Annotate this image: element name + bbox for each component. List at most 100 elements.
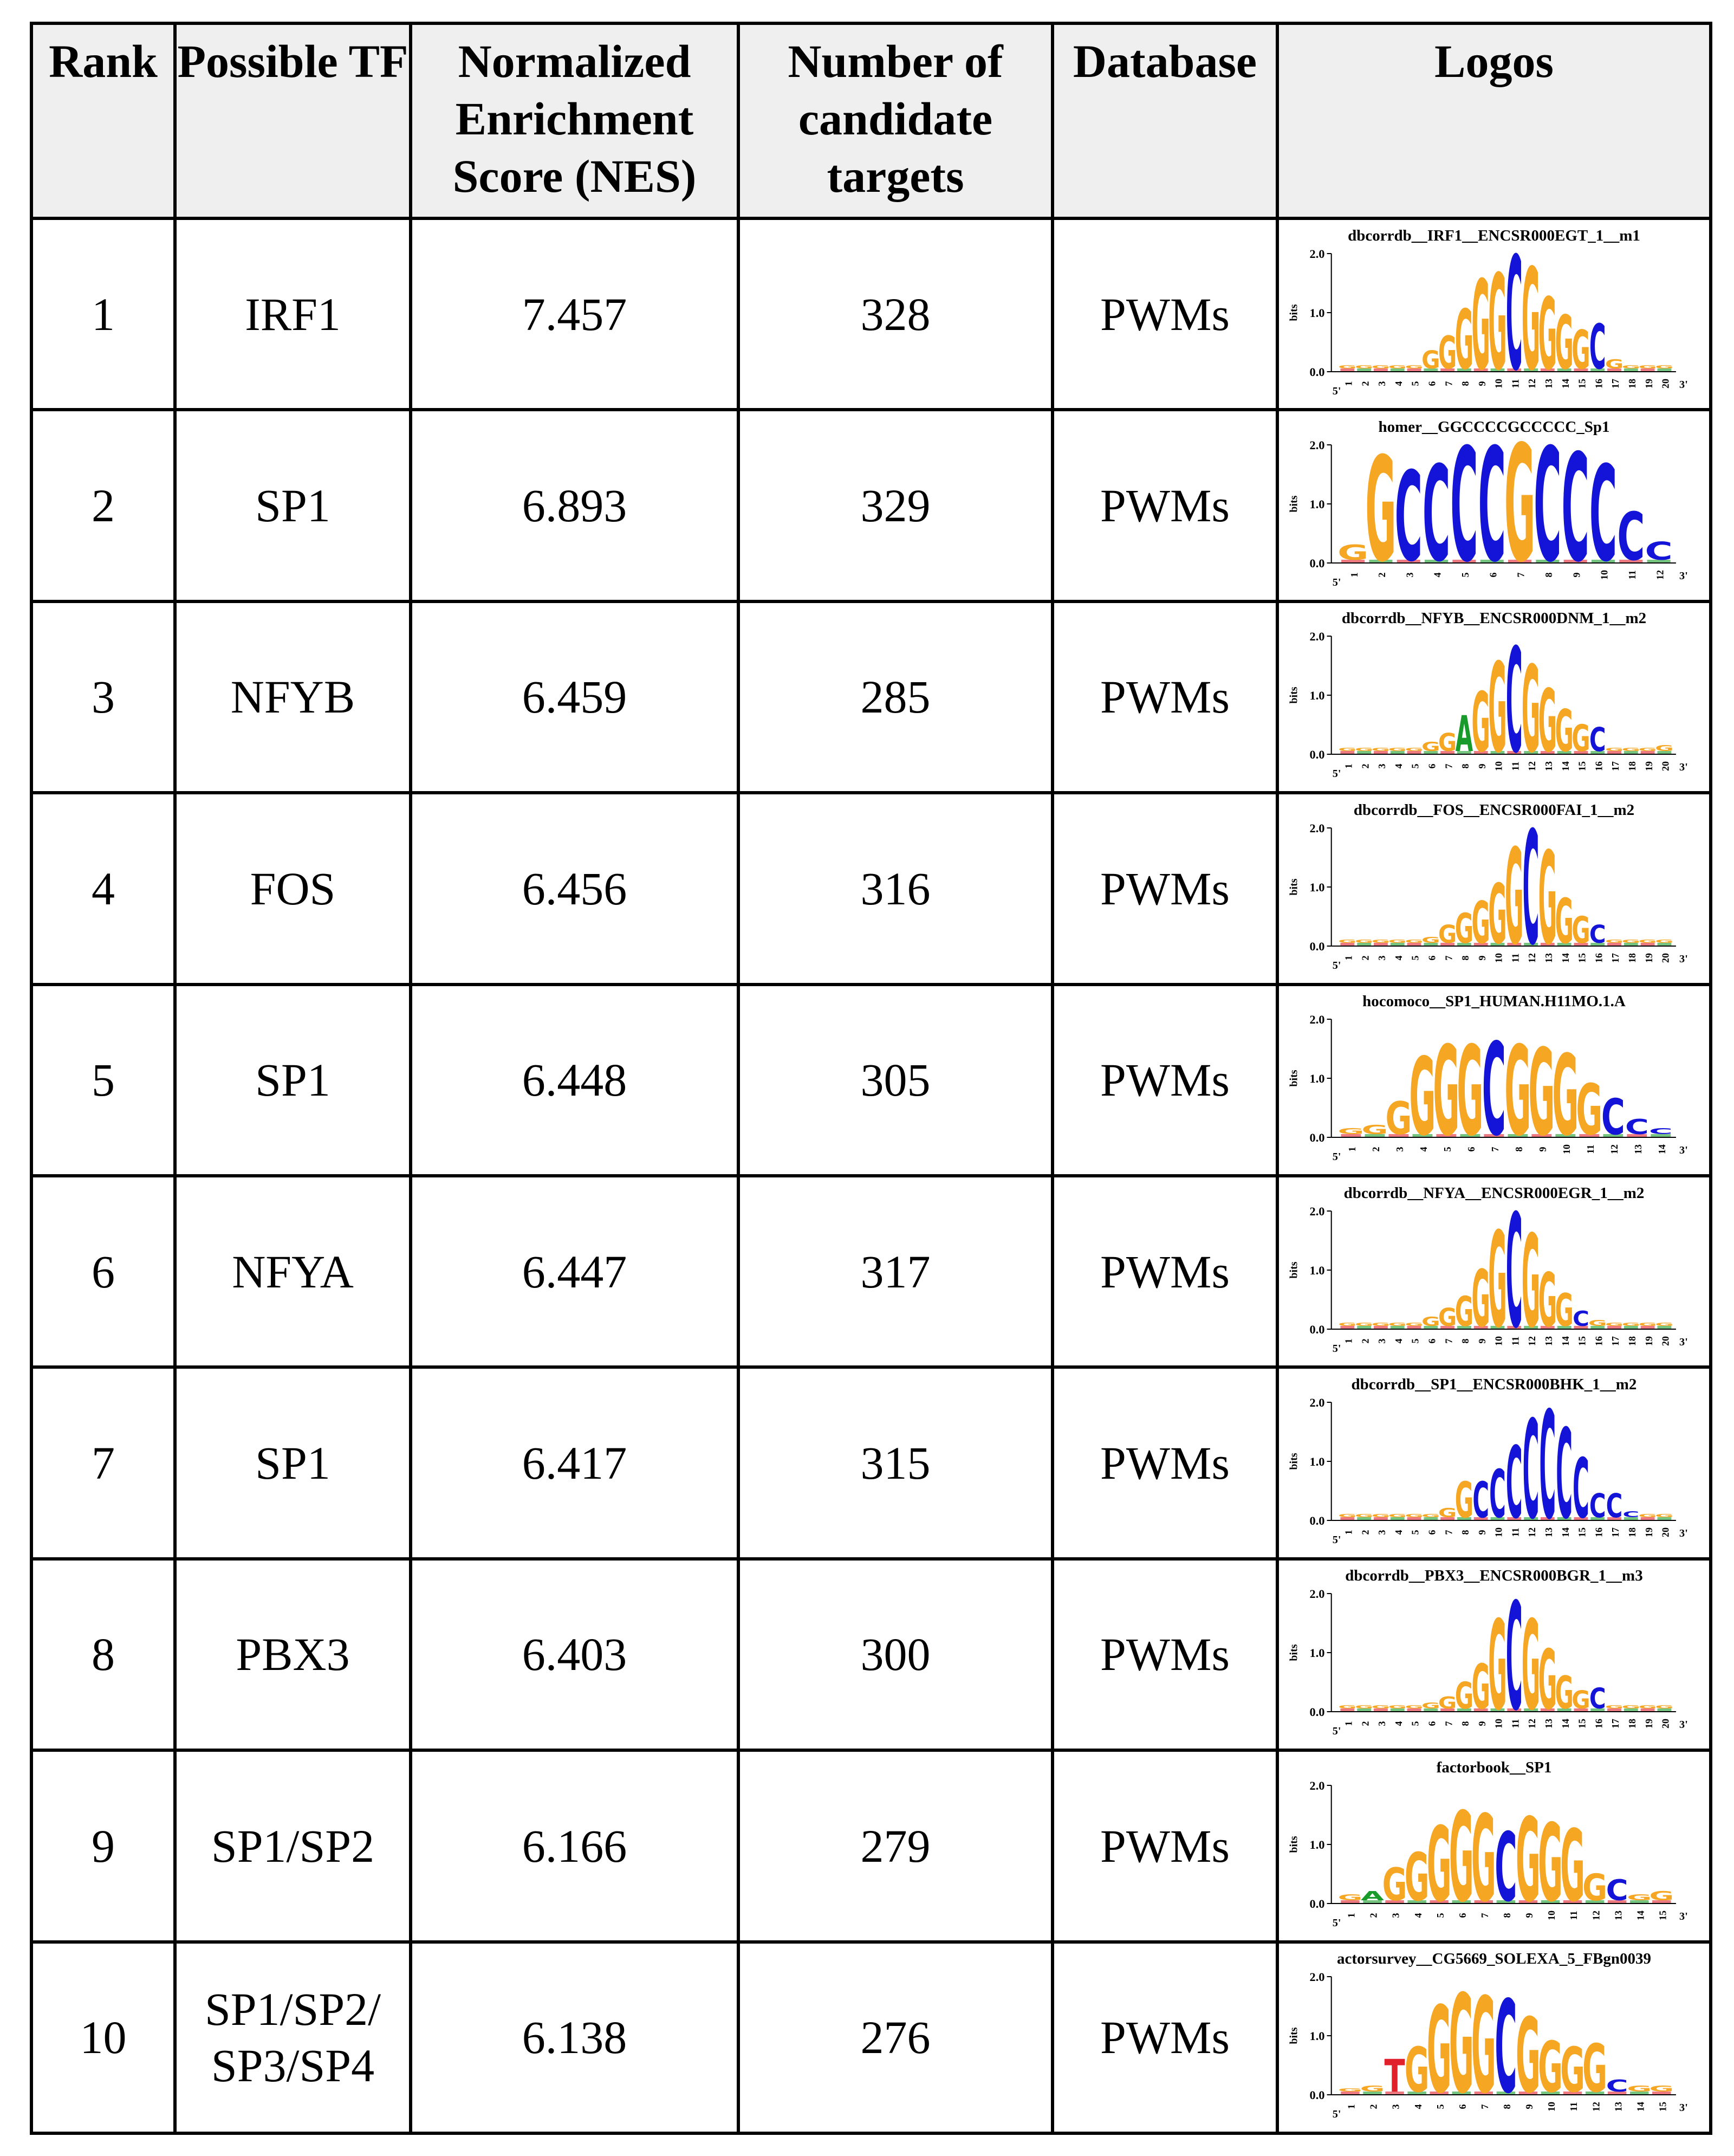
nes-cell: 6.138 — [409, 1940, 740, 2135]
logo-minor-base — [1452, 1900, 1471, 1903]
logo-5prime-label: 5' — [1333, 1917, 1341, 1929]
logo-minor-base — [1640, 1325, 1655, 1329]
logo-position-label: 13 — [1543, 1719, 1554, 1728]
targets-cell: 316 — [737, 791, 1054, 986]
logo-letter-group: G — [1360, 2084, 1385, 2094]
logo-3prime-label: 3' — [1679, 570, 1688, 582]
logo-minor-base — [1357, 751, 1372, 754]
logo-letter-group: G — [1555, 300, 1573, 386]
logo-minor-base — [1390, 1708, 1405, 1712]
logo-letter: G — [1438, 1303, 1457, 1332]
logo-letter-group: G — [1655, 365, 1673, 370]
logo-position-label: 14 — [1560, 953, 1571, 963]
logo-letter: G — [1438, 1693, 1457, 1713]
logo-letter-group: G — [1605, 1705, 1623, 1710]
logo-letter-group: G — [1627, 2084, 1652, 2094]
logo-minor-base — [1590, 1517, 1605, 1520]
logo-letter: G — [1372, 1705, 1390, 1710]
logo-minor-base — [1524, 368, 1538, 371]
logo-minor-base — [1484, 1134, 1504, 1137]
logo-letter-group: G — [1504, 437, 1535, 594]
logo-position-label: 18 — [1627, 1527, 1638, 1537]
logo-position-label: 9 — [1477, 955, 1488, 960]
logo-letter-group: C — [1472, 1471, 1489, 1529]
header-possible-tf: Possible TF — [173, 22, 412, 220]
logo-letter-group: G — [1522, 1208, 1540, 1356]
logo-position-label: 4 — [1393, 1721, 1404, 1726]
logo-minor-base — [1390, 1517, 1405, 1520]
logo-position-label: 11 — [1510, 1528, 1521, 1537]
logo-position-label: 3 — [1376, 764, 1387, 769]
logo-position-label: 20 — [1660, 379, 1671, 389]
logo-letter: G — [1538, 1257, 1557, 1344]
logo-minor-base — [1424, 942, 1438, 946]
logo-letter: G — [1555, 886, 1573, 957]
logo-minor-base — [1524, 1708, 1538, 1712]
logo-letter-group: G — [1622, 939, 1640, 944]
logo-y-tick-label: 2.0 — [1310, 1779, 1325, 1792]
logo-minor-base — [1473, 1325, 1488, 1329]
logo-position-label: 1 — [1343, 955, 1354, 960]
logo-minor-base — [1390, 1325, 1405, 1329]
logo-letter: G — [1627, 2084, 1652, 2094]
logo-minor-base — [1619, 560, 1643, 563]
logo-letter-group: G — [1560, 1809, 1585, 1924]
logo-position-label: 1 — [1343, 1721, 1354, 1726]
logo-position-label: 15 — [1576, 379, 1587, 389]
logo-letter: G — [1471, 890, 1490, 957]
logo-letter: G — [1522, 246, 1540, 402]
logo-position-label: 3 — [1376, 955, 1387, 960]
logo-3prime-label: 3' — [1679, 1911, 1688, 1922]
rank-cell: 2 — [30, 408, 177, 603]
logo-y-label: bits — [1288, 2028, 1300, 2044]
logo-letter-group: G — [1471, 890, 1490, 957]
logo-position-label: 6 — [1426, 381, 1437, 386]
logo-letter: G — [1457, 1021, 1483, 1164]
logo-minor-base — [1363, 2092, 1382, 2095]
logo-letter-group: C — [1539, 1395, 1556, 1552]
logo-letter-group: G — [1538, 2028, 1563, 2108]
logo-letter-group: C — [1617, 500, 1645, 576]
logo-y-tick-label: 2.0 — [1310, 630, 1325, 644]
logo-position-label: 1 — [1347, 1147, 1358, 1152]
logo-minor-base — [1574, 1517, 1588, 1520]
logo-letter-group: G — [1516, 1794, 1541, 1928]
logo-5prime-label: 5' — [1333, 2108, 1341, 2120]
logo-letter: G — [1555, 698, 1573, 766]
header-rank: Rank — [30, 22, 177, 220]
logo-minor-base — [1340, 1517, 1355, 1520]
logo-minor-base — [1507, 368, 1522, 371]
logo-5prime-label: 5' — [1333, 1151, 1341, 1163]
logo-letter-group: C — [1589, 312, 1606, 383]
logo-letter: G — [1655, 365, 1673, 370]
logo-minor-base — [1340, 1325, 1355, 1329]
logo-letter: G — [1355, 939, 1373, 944]
logo-letter: G — [1638, 748, 1657, 753]
logo-position-label: 7 — [1443, 1721, 1454, 1726]
logo-minor-base — [1651, 1134, 1671, 1137]
logo-letter: G — [1649, 2084, 1674, 2094]
logo-y-tick-label: 0.0 — [1310, 748, 1325, 762]
logo-letter-group: C — [1606, 2076, 1628, 2096]
logo-letter-group: G — [1405, 1840, 1430, 1916]
logo-letter: G — [1385, 1093, 1412, 1145]
logo-title: dbcorrdb__NFYB__ENCSR000DNM_1__m2 — [1341, 610, 1647, 627]
logo-letter: G — [1455, 905, 1473, 953]
logo-letter: G — [1622, 748, 1640, 753]
logo-position-label: 6 — [1488, 573, 1498, 578]
logo-letter-group: G — [1571, 319, 1590, 381]
rank-cell: 3 — [30, 599, 177, 795]
logo-letter-group: G — [1555, 886, 1573, 957]
logo-letter-group: G — [1372, 748, 1390, 753]
logo-minor-base — [1374, 1708, 1388, 1712]
logo-y-tick-label: 2.0 — [1310, 247, 1325, 261]
logo-letter: C — [1523, 820, 1540, 977]
logo-letter: G — [1505, 821, 1523, 974]
logo-title: dbcorrdb__PBX3__ENCSR000BGR_1__m3 — [1345, 1567, 1643, 1585]
logo-minor-base — [1452, 560, 1476, 563]
logo-letter-group: G — [1471, 1254, 1490, 1344]
logo-letter-group: G — [1471, 1790, 1496, 1928]
logo-minor-base — [1457, 1325, 1471, 1329]
logo-letter: G — [1588, 1318, 1607, 1328]
logo-position-label: 10 — [1493, 1336, 1504, 1346]
